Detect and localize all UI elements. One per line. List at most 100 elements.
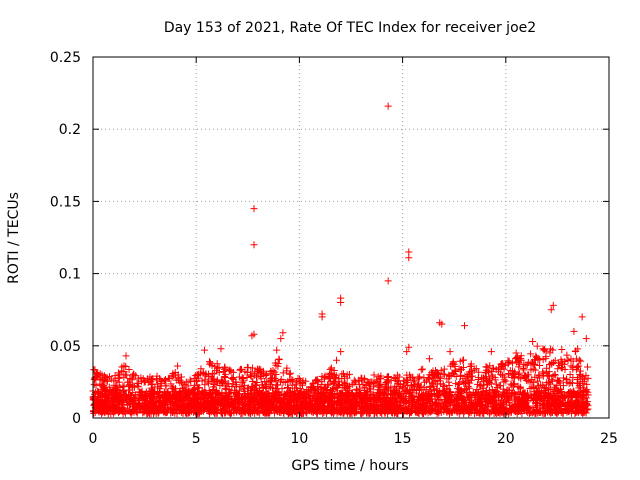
data-point [194,372,202,380]
data-point [387,395,395,403]
data-point [193,398,201,406]
data-point [355,389,363,397]
data-point [413,381,421,389]
data-point [126,381,134,389]
data-point [190,401,198,409]
data-point [575,362,583,370]
data-point [526,409,534,417]
data-point [132,405,140,413]
data-point [96,374,104,382]
data-point [286,369,294,377]
data-point [209,402,217,410]
data-point [393,377,401,385]
data-point [312,376,320,384]
data-point [537,392,545,400]
data-point [583,406,591,414]
data-point [519,364,527,372]
data-point [546,349,554,357]
data-point [583,380,591,388]
data-point [103,407,111,415]
data-point [107,399,115,407]
data-point [184,382,192,390]
data-point [138,400,146,408]
data-point [558,358,566,366]
data-point [514,407,522,415]
data-point [283,367,291,375]
data-point [356,385,364,393]
data-point [96,406,104,414]
data-point [452,372,460,380]
data-point [419,365,427,373]
data-point [418,396,426,404]
data-point [252,382,260,390]
data-point [558,393,566,401]
data-point [275,356,283,364]
plot-frame [92,56,610,419]
data-point [278,406,286,414]
data-point [216,398,224,406]
data-point [238,398,246,406]
data-point [391,382,399,390]
data-point [503,394,511,402]
data-point [146,403,154,411]
data-point [373,376,381,384]
data-point [554,365,562,373]
data-point [338,401,346,409]
x-tick-label: 10 [290,431,308,447]
data-point [482,363,490,371]
data-point [236,366,244,374]
data-point [291,381,299,389]
data-point [531,391,539,399]
data-point [258,381,266,389]
data-point [284,401,292,409]
data-point [316,384,324,392]
data-point [292,395,300,403]
data-point [142,390,150,398]
data-point [213,376,221,384]
data-point [547,306,555,314]
data-point [470,366,478,374]
data-point [387,384,395,392]
data-point [370,371,378,379]
data-point [494,368,502,376]
data-point [248,390,256,398]
data-point [255,390,263,398]
data-point [499,361,507,369]
data-point [309,391,317,399]
data-point [90,395,98,403]
data-point [518,401,526,409]
data-point [381,397,389,405]
data-point [476,408,484,416]
data-point [218,391,226,399]
data-point [149,397,157,405]
data-point [264,405,272,413]
data-point [286,370,294,378]
data-point [533,396,541,404]
data-point [192,378,200,386]
y-tick-label: 0 [72,411,81,427]
data-point [263,407,271,415]
data-point [125,407,133,415]
data-point [279,329,287,337]
data-point [577,392,585,400]
data-point [283,384,291,392]
data-point [405,254,413,262]
data-point [449,358,457,366]
data-point [105,383,113,391]
data-point [520,366,528,374]
data-point [539,345,547,353]
data-point [355,376,363,384]
data-point [232,378,240,386]
data-point [174,392,182,400]
data-point [489,403,497,411]
data-point [198,377,206,385]
data-point [427,384,435,392]
data-point [230,405,238,413]
data-point [532,407,540,415]
data-point [92,382,100,390]
data-point [439,399,447,407]
data-point [441,389,449,397]
data-point [237,410,245,418]
data-point [384,277,392,285]
data-point [328,369,336,377]
